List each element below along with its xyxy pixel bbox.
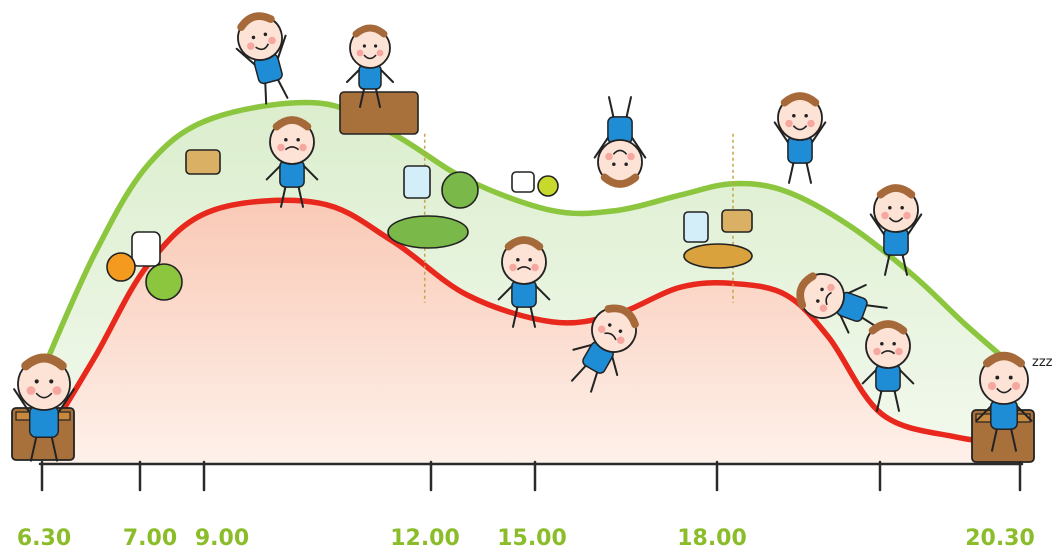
apple-icon (537, 175, 559, 197)
tick-label: 9.00 (195, 526, 249, 551)
child-handstand-icon (593, 96, 647, 188)
tick-label: 12.00 (390, 526, 460, 551)
child-falling-icon (571, 304, 639, 393)
tick-label: 6.30 (17, 526, 71, 551)
yogurt-snack-icon (511, 171, 535, 193)
sleep-zzz-icon: zzz (1032, 355, 1053, 370)
sandwich-icon (721, 209, 753, 233)
juice-cup-icon (131, 231, 161, 267)
lunch-plate-icon (387, 215, 469, 249)
dinner-bowl-icon (683, 243, 753, 269)
salad-bowl-icon (441, 171, 479, 209)
series-red-area (42, 200, 1020, 464)
water-glass-2-icon (683, 211, 709, 243)
child-tired-icon (497, 236, 551, 328)
child-waving-icon (869, 184, 923, 276)
child-crawling-icon (796, 272, 888, 334)
child-jumping-icon (235, 12, 289, 105)
child-cheering-icon (773, 92, 827, 184)
tick-label: 15.00 (497, 526, 567, 551)
series-green-line (39, 99, 1023, 375)
orange-icon (106, 252, 136, 282)
cereal-bowl-icon (145, 263, 183, 301)
tick-label: 7.00 (123, 526, 177, 551)
child-going-to-bed-icon (975, 351, 1033, 452)
tick-label: 18.00 (677, 526, 747, 551)
tick-label: 20.30 (965, 526, 1035, 551)
child-thinking-icon (265, 116, 319, 208)
lunchbox-icon (185, 149, 221, 175)
child-waking-icon (13, 353, 75, 462)
school-desk-icon (339, 91, 419, 135)
water-glass-icon (403, 165, 431, 199)
child-at-desk-icon (346, 24, 394, 108)
child-yawning-icon (861, 320, 915, 412)
